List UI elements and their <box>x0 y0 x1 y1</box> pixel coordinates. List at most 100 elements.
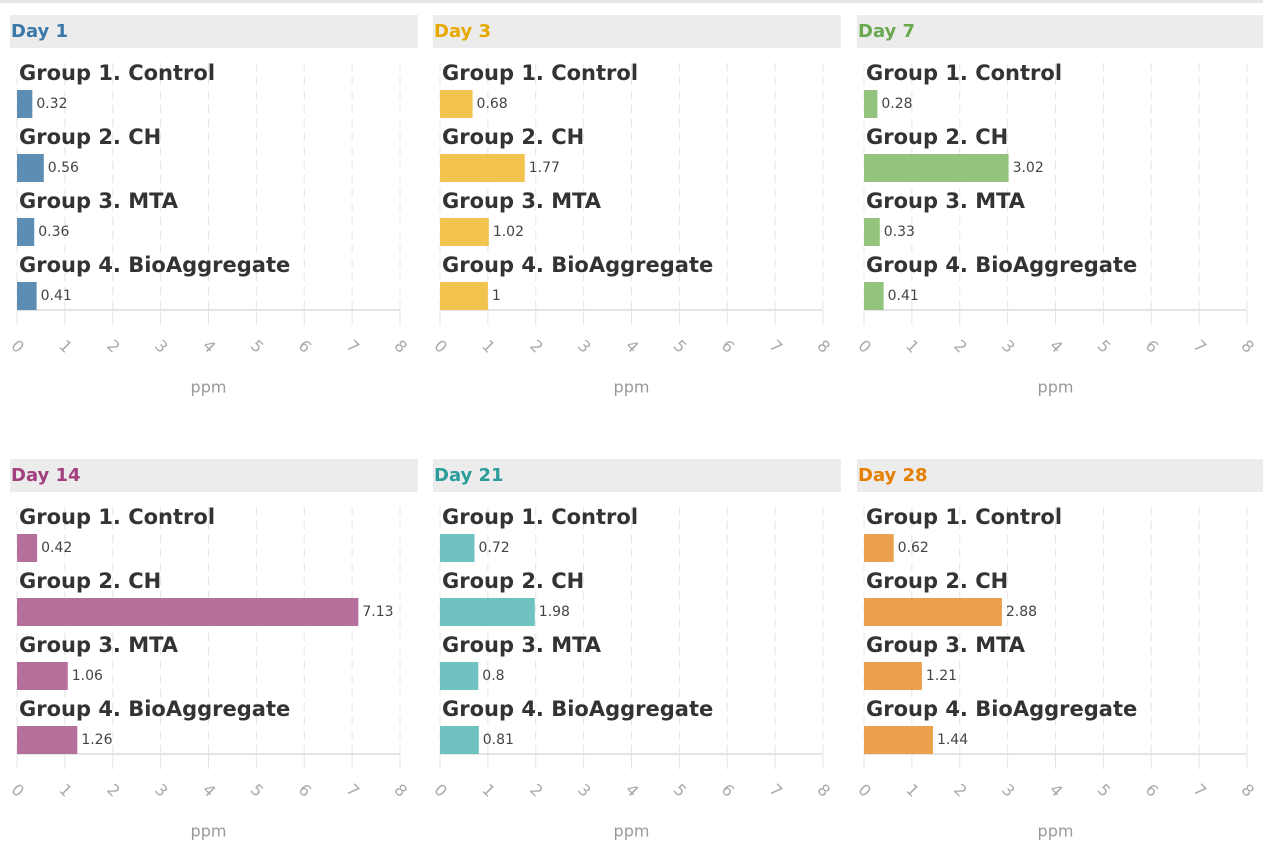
x-tick-label: 0 <box>7 336 28 357</box>
category-label: Group 3. MTA <box>19 633 179 657</box>
category-label: Group 4. BioAggregate <box>19 697 290 721</box>
panel-header <box>857 459 1263 492</box>
value-label: 1.06 <box>72 668 103 684</box>
category-label: Group 2. CH <box>442 125 584 149</box>
category-label: Group 1. Control <box>19 61 215 85</box>
bar <box>864 90 878 118</box>
bar <box>17 534 38 562</box>
x-tick-label: 6 <box>295 336 316 357</box>
value-label: 3.02 <box>1013 160 1044 176</box>
category-label: Group 3. MTA <box>442 633 602 657</box>
value-label: 2.88 <box>1006 604 1037 620</box>
panel-header <box>857 15 1263 48</box>
x-tick-label: 4 <box>1046 336 1067 357</box>
x-tick-label: 3 <box>998 780 1019 801</box>
bar <box>864 534 894 562</box>
bar <box>440 534 475 562</box>
panel-title: Day 14 <box>11 465 81 486</box>
value-label: 0.33 <box>884 224 915 240</box>
x-tick-label: 7 <box>1190 780 1211 801</box>
bar <box>864 154 1009 182</box>
x-tick-label: 0 <box>854 336 875 357</box>
x-tick-label: 8 <box>1237 336 1258 357</box>
bar <box>440 218 489 246</box>
panel-title: Day 1 <box>11 21 68 42</box>
x-tick-label: 6 <box>1142 336 1163 357</box>
category-label: Group 1. Control <box>866 61 1062 85</box>
value-label: 0.41 <box>888 288 919 304</box>
x-tick-label: 2 <box>950 336 971 357</box>
x-tick-label: 8 <box>813 780 834 801</box>
x-tick-label: 5 <box>247 336 268 357</box>
panel-header <box>10 15 418 48</box>
x-tick-label: 0 <box>7 780 28 801</box>
bar <box>864 726 933 754</box>
category-label: Group 4. BioAggregate <box>442 697 713 721</box>
bar <box>17 218 35 246</box>
bar <box>17 90 33 118</box>
bar <box>17 726 78 754</box>
value-label: 0.41 <box>41 288 72 304</box>
bar <box>440 726 479 754</box>
category-label: Group 4. BioAggregate <box>866 697 1137 721</box>
panel-title: Day 7 <box>858 21 915 42</box>
value-label: 1 <box>492 288 501 304</box>
x-tick-label: 3 <box>151 780 172 801</box>
x-tick-label: 2 <box>526 336 547 357</box>
bar <box>440 154 525 182</box>
panel-header <box>433 459 841 492</box>
x-tick-label: 3 <box>574 336 595 357</box>
value-label: 0.72 <box>478 540 509 556</box>
x-tick-label: 7 <box>343 780 364 801</box>
x-tick-label: 6 <box>718 336 739 357</box>
x-tick-label: 2 <box>950 780 971 801</box>
bar <box>864 218 880 246</box>
panel-header <box>433 15 841 48</box>
x-tick-label: 1 <box>902 336 923 357</box>
category-label: Group 4. BioAggregate <box>19 253 290 277</box>
x-tick-label: 2 <box>103 336 124 357</box>
bar <box>440 90 473 118</box>
value-label: 0.32 <box>36 96 67 112</box>
value-label: 0.28 <box>881 96 912 112</box>
x-tick-label: 5 <box>670 336 691 357</box>
x-tick-label: 7 <box>766 780 787 801</box>
value-label: 1.98 <box>539 604 570 620</box>
x-tick-label: 1 <box>55 780 76 801</box>
value-label: 0.68 <box>477 96 508 112</box>
x-tick-label: 5 <box>670 780 691 801</box>
x-tick-label: 8 <box>390 336 411 357</box>
x-tick-label: 1 <box>478 780 499 801</box>
bar <box>17 662 68 690</box>
x-tick-label: 1 <box>478 336 499 357</box>
bar <box>17 154 44 182</box>
x-tick-label: 8 <box>813 336 834 357</box>
x-tick-label: 5 <box>247 780 268 801</box>
category-label: Group 3. MTA <box>442 189 602 213</box>
x-tick-label: 4 <box>622 780 643 801</box>
x-tick-label: 4 <box>199 336 220 357</box>
panel-title: Day 28 <box>858 465 928 486</box>
x-tick-label: 7 <box>1190 336 1211 357</box>
category-label: Group 2. CH <box>866 125 1008 149</box>
panel-header <box>10 459 418 492</box>
x-tick-label: 7 <box>766 336 787 357</box>
x-tick-label: 0 <box>854 780 875 801</box>
value-label: 0.42 <box>41 540 72 556</box>
bar <box>440 282 488 310</box>
bar <box>864 662 922 690</box>
category-label: Group 1. Control <box>442 61 638 85</box>
category-label: Group 2. CH <box>442 569 584 593</box>
category-label: Group 1. Control <box>19 505 215 529</box>
x-tick-label: 2 <box>103 780 124 801</box>
x-tick-label: 3 <box>998 336 1019 357</box>
bar <box>440 598 535 626</box>
x-tick-label: 5 <box>1094 336 1115 357</box>
x-axis-label: ppm <box>191 378 227 397</box>
x-axis-label: ppm <box>1038 822 1074 841</box>
x-tick-label: 4 <box>1046 780 1067 801</box>
value-label: 1.44 <box>937 732 968 748</box>
category-label: Group 2. CH <box>19 125 161 149</box>
x-tick-label: 8 <box>390 780 411 801</box>
